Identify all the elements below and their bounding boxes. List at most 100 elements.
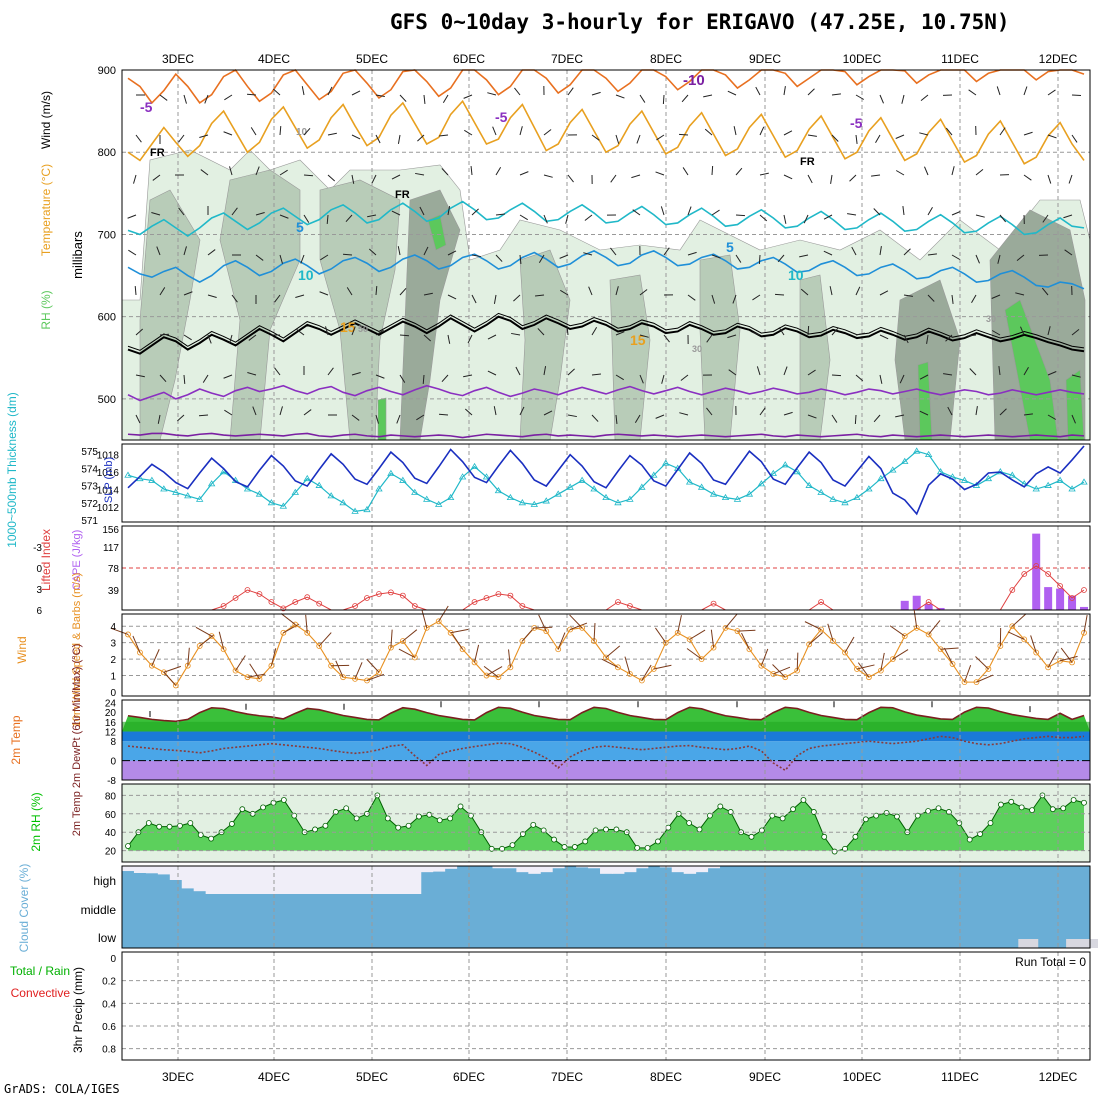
wind-barb [1071, 134, 1078, 143]
wind-barb [777, 254, 785, 263]
wind-barb [927, 253, 937, 256]
thickness-point [781, 461, 789, 468]
thickness-point [960, 476, 969, 483]
wind-barb [759, 126, 765, 136]
wind-barb [519, 406, 525, 416]
wind-barb [303, 174, 314, 177]
upper-air-panel-frame [121, 69, 1091, 441]
rh-point [457, 803, 464, 810]
thickness-point [769, 469, 778, 476]
wind-barb [207, 294, 217, 298]
rh-point [530, 821, 537, 828]
wind-barb [567, 414, 577, 418]
rh-point [384, 815, 391, 822]
wind-speed-point [268, 662, 275, 669]
lifted-index-tick-4: 6 [36, 606, 42, 617]
rh-point [468, 812, 474, 819]
wind-barb [661, 374, 665, 384]
wind-barb [615, 94, 625, 99]
wind-barb [584, 214, 593, 221]
wind-barb [351, 90, 361, 96]
wind-barb [799, 254, 809, 258]
wind-barb [128, 249, 137, 256]
wind-barb [879, 94, 884, 104]
lifted-index-tick-1: -3 [33, 543, 42, 554]
wind-barb [397, 134, 401, 144]
wind-barb [610, 174, 617, 183]
wind-speed-point [495, 674, 502, 681]
cape-bar [924, 603, 933, 610]
rh-point [779, 815, 786, 822]
lifted-index-point [292, 599, 299, 605]
wind-barb [367, 214, 377, 218]
wind-barb [854, 414, 857, 425]
top-day-label-8: 10DEC [843, 52, 882, 66]
precip-legend-convective: Convective [11, 986, 71, 1000]
temp-tick-0: 0 [110, 757, 116, 768]
rh-point [883, 809, 890, 816]
contour-label-6: FR [150, 147, 165, 159]
rh-point [966, 836, 973, 843]
cape-bar [1080, 606, 1088, 610]
wind-barb [711, 294, 716, 304]
wind-barb [487, 92, 497, 96]
top-day-label-6: 8DEC [650, 52, 682, 66]
cloud-high-gap [337, 866, 350, 894]
rh-point [852, 833, 859, 840]
wind-barb [279, 125, 282, 136]
wind-barb-10m [270, 648, 277, 666]
rh-point [665, 824, 672, 831]
cape-tick-39: 39 [108, 586, 120, 597]
cloud-high-gap [181, 866, 195, 889]
wind-barb [1041, 287, 1049, 296]
cape-bar [1056, 588, 1065, 610]
wind-barb [975, 214, 985, 218]
rh-point [509, 842, 516, 849]
rh-shade-green-5 [377, 397, 387, 441]
wind-barb-10m [366, 673, 385, 681]
temp-panel-frame [121, 699, 1091, 781]
wind-barb-10m [421, 610, 428, 628]
dewpoint-line [127, 735, 1085, 772]
wind-barb [655, 414, 665, 419]
rh-point [353, 815, 360, 822]
wind-barb [447, 250, 457, 256]
wind-barb [639, 334, 649, 338]
rh-area [128, 795, 1084, 852]
wind-barb [774, 293, 785, 296]
wind-barb-10m [804, 621, 822, 630]
lifted-index-point [519, 603, 526, 609]
wind-label-1: Wind [15, 636, 29, 663]
wind-barb [733, 126, 737, 136]
rh-ylabel: 2m RH (%) [29, 792, 43, 851]
top-day-label-7: 9DEC [749, 52, 781, 66]
cloud-low-gap [1066, 939, 1087, 948]
cloud-high-gap [229, 866, 243, 894]
temp-band-12-16 [122, 721, 1090, 732]
wind-barb [471, 254, 481, 258]
lifted-index-point [399, 592, 406, 599]
rh-point [925, 808, 932, 814]
wind-barb [351, 372, 361, 376]
wind-barb [830, 174, 833, 184]
rh-point [790, 806, 796, 813]
wind-barb [704, 128, 713, 136]
rh-point [987, 820, 994, 826]
thickness-point [494, 486, 503, 494]
wind-barb [971, 294, 977, 304]
rh-point [655, 838, 661, 845]
upper-air-ylabel: millibars [70, 231, 85, 279]
thickness-tick-575: 575 [81, 447, 98, 458]
wind-barb-10m [641, 664, 652, 681]
rh-point [977, 831, 983, 837]
wind-speed-point [435, 618, 442, 625]
rh-point [1070, 797, 1077, 803]
rh-shade-green-3 [1004, 299, 1059, 441]
wind-barb [470, 165, 473, 176]
wind-barb [567, 368, 575, 376]
thickness-tick-572: 572 [81, 499, 98, 510]
rh-point [686, 820, 693, 826]
pressure-tick-600: 600 [98, 312, 116, 324]
rh-point [291, 812, 298, 819]
thickness-point [924, 450, 933, 458]
